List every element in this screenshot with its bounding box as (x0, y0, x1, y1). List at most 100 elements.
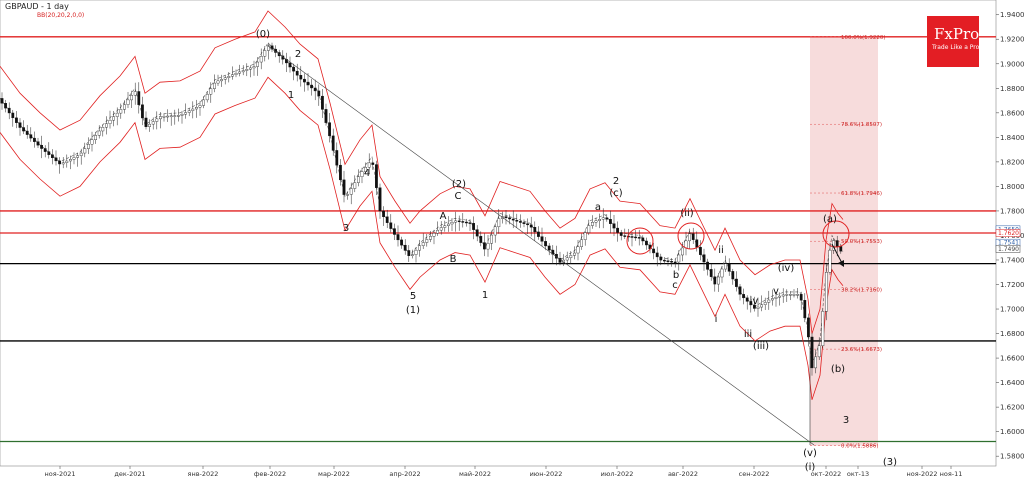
candle-body (619, 232, 623, 236)
wave-label: (a) (823, 214, 837, 225)
candle-body (176, 115, 180, 117)
horizontal-levels (0, 36, 996, 443)
trend-line (267, 45, 815, 446)
candle-body (43, 148, 47, 152)
candle-body (637, 237, 641, 239)
candle-body (497, 218, 501, 228)
x-tick-label: авг-2022 (668, 470, 698, 478)
candle-body (439, 227, 443, 231)
candle-body (825, 272, 828, 312)
candle-body (393, 228, 396, 235)
candle-body (569, 255, 573, 258)
fxpro-logo: FxPro Trade Like a Pro (927, 16, 980, 67)
x-tick-label: июн-2022 (530, 470, 563, 478)
candle-body (400, 239, 403, 246)
x-tick-label: мар-2022 (318, 470, 350, 478)
fib-label: 78.6%(1.8507) (841, 122, 882, 128)
candle-body (580, 239, 584, 247)
candle-body (720, 268, 724, 278)
candle-body (335, 150, 339, 166)
candle-body (360, 171, 364, 177)
highlight-circle-3 (822, 220, 850, 248)
candle-body (724, 263, 728, 270)
y-tick-label: 1.6400 (1000, 379, 1024, 387)
wave-label: (ii) (680, 208, 693, 219)
y-tick-label: 1.9000 (1000, 60, 1024, 68)
fibonacci-levels: 100.0%(1.9220) 78.6%(1.8507) 61.8%(1.7946)… (810, 35, 886, 450)
candle-body (821, 311, 825, 347)
candle-body (803, 300, 807, 319)
price-tag-label: 1.7490 (998, 246, 1019, 253)
candle-body (212, 82, 216, 89)
candle-body (54, 157, 58, 162)
candle-body (598, 219, 602, 221)
fib-label: 23.6%(1.6673) (841, 347, 882, 353)
candle-body (349, 188, 353, 195)
candle-body (835, 240, 839, 247)
wave-label: i (715, 314, 718, 325)
candle-body (594, 220, 598, 223)
y-tick-label: 1.7400 (1000, 256, 1024, 264)
candle-body (4, 103, 8, 109)
candle-body (457, 220, 461, 223)
fib-label: 38.2%(1.7160) (841, 287, 882, 293)
candle-body (104, 123, 108, 128)
candle-body (789, 294, 792, 296)
highlight-circle-2 (677, 222, 705, 250)
x-tick-label: окт-13 (847, 470, 869, 478)
candle-body (256, 61, 259, 67)
candle-body (443, 225, 447, 228)
candle-body (248, 67, 252, 70)
candle-body (767, 299, 771, 303)
candle-body (324, 109, 328, 123)
candle-body (180, 114, 184, 116)
candle-body (166, 115, 169, 118)
candle-body (140, 104, 144, 119)
candle-body (432, 233, 436, 237)
candle-body (18, 122, 22, 128)
candle-body (511, 218, 515, 221)
candle-body (454, 220, 457, 223)
candle-body (321, 95, 324, 110)
candle-body (490, 234, 493, 244)
candle-body (122, 104, 126, 110)
y-tick-label: 1.9400 (1000, 11, 1024, 19)
x-tick-label: дек-2021 (114, 470, 145, 478)
candle-body (94, 135, 98, 141)
candle-body (461, 221, 465, 223)
x-tick-label: окт-2022 (811, 470, 842, 478)
candle-body (407, 250, 411, 256)
logo-text: FxPro (934, 25, 979, 43)
candles (0, 42, 843, 376)
candle-body (169, 115, 173, 118)
candle-body (817, 345, 821, 358)
candle-body (587, 225, 591, 233)
price-tag (995, 229, 1021, 237)
candle-body (436, 229, 439, 234)
candle-body (29, 134, 33, 139)
candle-body (522, 222, 526, 224)
candle-body (137, 91, 141, 105)
candle-body (814, 356, 818, 369)
candle-body (245, 69, 249, 71)
candle-body (47, 151, 51, 155)
candle-body (86, 144, 90, 149)
wave-label: 2 (295, 49, 301, 60)
candle-body (702, 254, 706, 263)
candle-body (65, 160, 69, 163)
candle-body (238, 71, 241, 74)
fib-label: 50.0%(1.7553) (841, 239, 882, 245)
candle-body (119, 109, 123, 114)
candle-body (339, 164, 342, 181)
candle-body (706, 261, 710, 270)
candle-body (749, 301, 753, 306)
candle-body (375, 164, 378, 188)
candle-body (144, 117, 148, 128)
wave-label: C (455, 191, 462, 202)
candle-body (425, 239, 429, 243)
wave-label: iii (744, 329, 752, 340)
candle-body (479, 235, 483, 243)
wave-label: (iii) (753, 341, 769, 352)
candle-body (486, 243, 490, 250)
